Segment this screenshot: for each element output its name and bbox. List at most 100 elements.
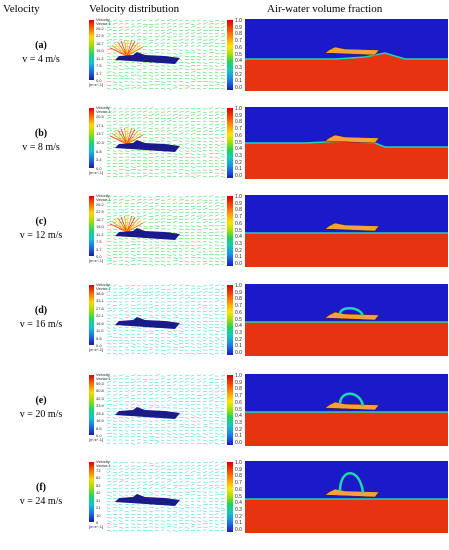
fraction-tick-label: 1.0 [235, 460, 242, 466]
row-velocity: v = 12 m/s [19, 230, 63, 241]
fraction-tick-label: 0.2 [235, 247, 242, 254]
velocity-tick-label: 10 [96, 512, 101, 518]
fraction-tick-label: 0.0 [235, 173, 242, 179]
row-label: (d) v = 16 m/s [0, 304, 82, 332]
fraction-tick-label: 0.5 [235, 406, 242, 413]
row-label: (f) v = 24 m/s [0, 481, 82, 509]
fraction-tick-label: 0.7 [235, 214, 242, 221]
fraction-tick-label: 1.0 [235, 106, 242, 112]
velocity-colorbar [89, 108, 94, 168]
velocity-tick-label: 59.3 [96, 381, 104, 386]
volume-fraction-panel: 1.0 0.9 0.8 0.7 0.6 0.5 0.4 0.3 0.2 0.1 0.0 [227, 373, 448, 447]
fraction-tick-label: 0.5 [235, 227, 242, 234]
velocity-tick-label: 27.6 [96, 305, 104, 311]
fraction-tick-label: 0.3 [235, 240, 242, 247]
legend-title-line1: Velocity [96, 373, 110, 377]
boat-hull-icon [115, 494, 180, 506]
legend-title-line2: Vector 1 [96, 109, 111, 114]
header-volume-fraction: Air-water volume fraction [267, 3, 383, 15]
velocity-tick-label: 15.0 [96, 224, 104, 230]
fraction-tick-label: 0.6 [235, 132, 242, 139]
fraction-tick-label: 0.0 [235, 440, 242, 446]
velocity-legend-title: Velocity Vector 1 [96, 283, 111, 291]
velocity-legend-title: Velocity Vector 1 [96, 194, 111, 202]
fraction-tick-label: 0.3 [235, 329, 242, 336]
row-velocity: v = 8 m/s [22, 142, 60, 153]
fraction-tick-label: 0.6 [235, 309, 242, 316]
header-velocity-distribution: Velocity distribution [89, 3, 180, 15]
fraction-tick-label: 0.7 [235, 480, 242, 487]
fraction-tick-label: 0.6 [235, 44, 242, 51]
fraction-tick-label: 0.0 [235, 85, 242, 91]
fraction-colorbar [227, 285, 233, 355]
fraction-tick-label: 0.7 [235, 38, 242, 45]
row-velocity: v = 24 m/s [19, 496, 63, 507]
volume-fraction-panel: 1.0 0.9 0.8 0.7 0.6 0.5 0.4 0.3 0.2 0.1 0.0 [227, 106, 448, 180]
velocity-colorbar [89, 462, 94, 522]
fraction-tick-label: 0.2 [235, 159, 242, 166]
velocity-tick-label: 0.0 [96, 78, 102, 83]
velocity-tick-label: 3.4 [96, 157, 102, 163]
velocity-tick-label: 0.0 [96, 343, 102, 348]
velocity-legend-title: Velocity Vector 1 [96, 373, 111, 381]
fraction-tick-label: 0.9 [235, 200, 242, 207]
row-velocity: v = 4 m/s [22, 54, 60, 65]
velocity-tick-label: 22.1 [96, 313, 104, 319]
velocity-tick-label: 16.6 [96, 320, 104, 326]
boat-icon [324, 222, 380, 232]
velocity-tick-label: 18.7 [96, 216, 104, 222]
fraction-tick-label: 0.1 [235, 78, 242, 85]
boat-icon [324, 311, 380, 321]
fraction-plot [245, 461, 448, 533]
velocity-distribution-panel: Velocity Vector 1 38.6 33.1 27.6 22.1 16.6 11.0… [88, 283, 225, 357]
velocity-tick-label: 73 [96, 468, 101, 473]
volume-fraction-panel: 1.0 0.9 0.8 0.7 0.6 0.5 0.4 0.3 0.2 0.1 0.0 [227, 18, 448, 92]
velocity-tick-label: 26.2 [96, 202, 104, 207]
velocity-distribution-panel: Velocity Vector 1 59.3 50.8 42.3 33.9 25.4 16.9… [88, 373, 225, 447]
vector-field [106, 107, 225, 178]
velocity-legend-title: Velocity Vector 1 [96, 18, 111, 26]
boat-hull-icon [115, 140, 180, 152]
velocity-tick-label: 6.8 [96, 148, 102, 154]
velocity-distribution-panel: Velocity Vector 1 20.5 17.1 13.7 10.3 6.8 3.4 0.… [88, 106, 225, 180]
velocity-distribution-panel: Velocity Vector 1 26.2 22.5 18.7 15.0 11.2 7.5 3… [88, 18, 225, 92]
spray-plume [338, 472, 365, 494]
fraction-colorbar [227, 375, 233, 445]
fraction-tick-label: 0.8 [235, 207, 242, 214]
fraction-tick-label: 0.4 [235, 500, 242, 507]
legend-title-line1: Velocity [96, 18, 110, 22]
velocity-tick-label: 0.0 [96, 254, 102, 259]
legend-title-line2: Vector 1 [96, 286, 111, 291]
fraction-tick-label: 0.4 [235, 58, 242, 65]
fraction-tick-label: 0.5 [235, 316, 242, 323]
boat-hull-icon [115, 228, 180, 240]
fraction-tick-label: 0.3 [235, 152, 242, 159]
velocity-tick-label: 0.0 [96, 166, 102, 171]
fraction-tick-label: 0.8 [235, 119, 242, 126]
velocity-tick-label: 17.1 [96, 122, 104, 128]
row-letter: (c) [35, 216, 47, 227]
velocity-tick-label: 0.0 [96, 433, 102, 438]
row-letter: (e) [35, 395, 47, 406]
row-velocity: v = 16 m/s [19, 319, 63, 330]
velocity-legend-title: Velocity Vector 1 [96, 460, 111, 468]
legend-title-line1: Velocity [96, 194, 110, 198]
fraction-tick-label: 0.1 [235, 433, 242, 440]
fraction-tick-label: 0.3 [235, 506, 242, 513]
fraction-tick-label: 0.2 [235, 426, 242, 433]
fraction-tick-label: 1.0 [235, 18, 242, 24]
velocity-tick-label: 62 [96, 475, 101, 481]
velocity-colorbar [89, 196, 94, 256]
fraction-tick-label: 0.3 [235, 64, 242, 71]
fraction-tick-label: 0.7 [235, 126, 242, 133]
fraction-colorbar [227, 196, 233, 266]
volume-fraction-panel: 1.0 0.9 0.8 0.7 0.6 0.5 0.4 0.3 0.2 0.1 0.0 [227, 283, 448, 357]
row-letter: (f) [36, 482, 46, 493]
fraction-tick-label: 0.9 [235, 379, 242, 386]
fraction-tick-label: 1.0 [235, 373, 242, 379]
velocity-tick-label: 50.8 [96, 388, 104, 394]
fraction-tick-label: 0.6 [235, 399, 242, 406]
legend-title-line2: Vector 1 [96, 21, 111, 26]
velocity-tick-label: 18.7 [96, 40, 104, 46]
fraction-tick-label: 0.4 [235, 234, 242, 241]
